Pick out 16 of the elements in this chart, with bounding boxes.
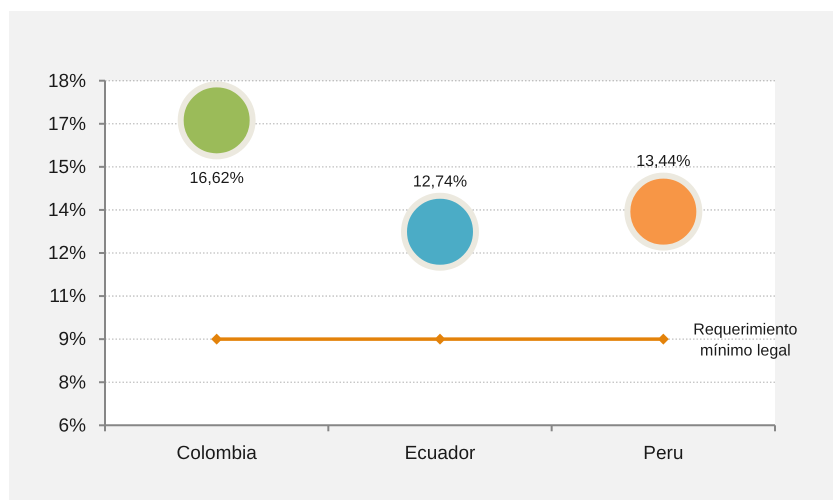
y-tick-label: 18% [48, 70, 86, 92]
y-tick-label: 6% [58, 415, 86, 436]
y-tick-label: 9% [58, 329, 86, 350]
data-label: 16,62% [190, 170, 244, 187]
y-tick-label: 12% [48, 243, 86, 264]
x-tick-label: Ecuador [404, 442, 476, 464]
y-tick-label: 8% [58, 372, 86, 394]
data-label: 13,44% [636, 153, 690, 170]
y-tick-label: 17% [48, 114, 86, 135]
series-label: Requerimiento mínimo legal [693, 321, 798, 360]
y-tick-label: 11% [49, 286, 86, 308]
y-tick-label: 15% [48, 156, 86, 178]
data-label: 12,74% [412, 173, 468, 190]
x-tick-label: Peru [643, 442, 684, 464]
x-tick-label: Colombia [176, 442, 258, 464]
y-tick-label: 14% [48, 200, 86, 222]
